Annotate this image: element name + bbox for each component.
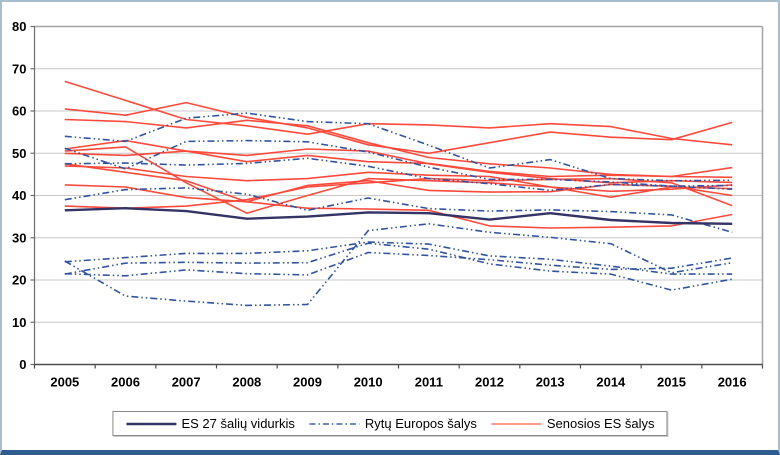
y-tick-label: 80 (12, 19, 26, 34)
x-axis-labels: 2005 2006 2007 2008 2009 2010 2011 2012 2013 2014… (50, 375, 746, 390)
legend-line-es27 (126, 422, 177, 425)
x-tick-label: 2009 (293, 375, 322, 390)
y-tick-label: 50 (12, 146, 26, 161)
series-line-senosios-7 (64, 165, 733, 198)
legend-line-rytu (309, 422, 360, 425)
y-tick-label: 10 (12, 315, 26, 330)
legend-label-es27: ES 27 šalių vidurkis (181, 416, 295, 431)
series-line-senosios-1 (64, 101, 733, 155)
series-line-es27-18 (64, 206, 733, 225)
legend-item-es27: ES 27 šalių vidurkis (125, 416, 295, 431)
x-tick-label: 2008 (232, 375, 261, 390)
y-tick-label: 20 (12, 273, 26, 288)
x-tick-label: 2011 (415, 375, 443, 390)
y-tick-label: 60 (12, 104, 26, 119)
series-line-senosios-3 (64, 139, 733, 184)
legend-item-rytu: Rytų Europos šalys (309, 416, 477, 431)
x-tick-label: 2006 (111, 375, 140, 390)
y-tick-label: 70 (12, 61, 26, 76)
x-tick-label: 2010 (354, 375, 383, 390)
series-line-senosios-4 (64, 146, 733, 214)
series-line-rytu-16 (64, 242, 733, 291)
y-axis-labels: 0 10 20 30 40 50 60 70 80 (12, 19, 26, 372)
series-line-senosios-5 (64, 163, 733, 229)
x-tick-label: 2016 (718, 375, 747, 390)
series-line-rytu-10 (64, 112, 733, 182)
x-tick-label: 2005 (50, 375, 79, 390)
legend-label-rytu: Rytų Europos šalys (364, 416, 477, 431)
x-tick-label: 2015 (657, 375, 686, 390)
series-line-senosios-0 (64, 80, 733, 146)
series-line-rytu-11 (64, 139, 733, 187)
chart-legend: ES 27 šalių vidurkis Rytų Europos šalys … (112, 411, 668, 436)
legend-label-senosios: Senosios ES šalys (546, 416, 655, 431)
x-tick-label: 2013 (536, 375, 565, 390)
series-line-senosios-8 (64, 179, 733, 203)
plot-frame (30, 25, 764, 369)
x-tick-label: 2012 (475, 375, 504, 390)
legend-item-senosios: Senosios ES šalys (491, 416, 655, 431)
series-line-rytu-13 (64, 187, 733, 234)
series-line-senosios-6 (64, 150, 733, 179)
y-tick-label: 40 (12, 188, 26, 203)
x-tick-label: 2007 (172, 375, 201, 390)
y-tick-label: 0 (19, 357, 26, 372)
series-line-rytu-17 (64, 251, 733, 277)
y-tick-label: 30 (12, 230, 26, 245)
series-line-rytu-14 (64, 223, 733, 307)
x-tick-label: 2014 (596, 375, 626, 390)
legend-line-senosios (491, 422, 542, 425)
series-lines (64, 80, 733, 307)
